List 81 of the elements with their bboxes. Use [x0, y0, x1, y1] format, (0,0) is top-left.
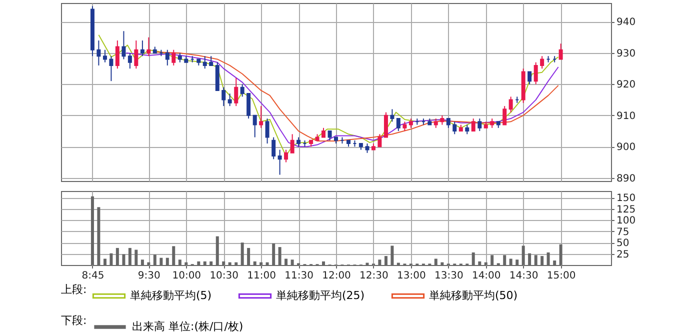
candlestick: [434, 118, 438, 128]
candlestick: [272, 136, 276, 160]
candlestick: [140, 40, 144, 57]
candlestick: [109, 56, 114, 82]
candlestick: [246, 93, 251, 120]
x-tick-label: 11:00: [247, 270, 276, 282]
candlestick: [384, 112, 388, 138]
candlestick: [240, 84, 244, 98]
x-tick-label: 14:30: [509, 270, 538, 282]
candlestick: [265, 118, 270, 144]
candlestick: [452, 121, 457, 135]
x-tick-label: 8:45: [82, 270, 104, 282]
candlestick: [558, 43, 563, 60]
y-tick-label: 900: [616, 142, 636, 154]
candlestick: [502, 106, 507, 126]
candlestick: [228, 93, 232, 107]
candlestick: [290, 134, 294, 154]
candlestick: [471, 118, 476, 132]
y-tick-label: 125: [616, 204, 636, 216]
x-tick-label: 13:00: [397, 270, 426, 282]
y-tick-label: 930: [616, 48, 636, 60]
candlestick: [115, 40, 120, 70]
x-tick-label: 15:00: [546, 270, 576, 282]
x-tick-label: 10:30: [210, 270, 239, 282]
y-tick-label: 890: [616, 173, 636, 184]
y-tick-label: 25: [616, 249, 630, 260]
candlestick: [278, 149, 282, 176]
candlestick: [321, 127, 326, 138]
candlestick: [446, 118, 450, 128]
candlestick: [396, 118, 400, 132]
x-tick-label: 9:30: [138, 270, 160, 282]
y-tick-label: 150: [616, 193, 636, 204]
candlestick: [165, 49, 170, 66]
x-tick-label: 10:00: [172, 270, 202, 282]
legend-label: 単純移動平均(5): [130, 289, 212, 302]
x-tick-label: 11:30: [284, 270, 314, 282]
candlestick: [202, 56, 207, 70]
candlestick: [478, 118, 482, 132]
candlestick: [402, 121, 407, 132]
candlestick: [296, 136, 301, 148]
candlestick: [490, 118, 494, 128]
candlestick: [222, 86, 226, 107]
y-tick-label: 100: [616, 216, 636, 227]
candlestick: [134, 40, 138, 70]
candlestick: [146, 36, 151, 57]
candlestick: [172, 49, 176, 66]
x-tick-label: 13:30: [434, 270, 464, 282]
candlestick: [209, 56, 214, 66]
candlestick: [102, 49, 107, 63]
candlestick: [528, 71, 532, 85]
candlestick: [128, 52, 132, 70]
candlestick: [540, 56, 544, 70]
y-tick-label: 940: [616, 17, 636, 28]
candlestick: [534, 62, 538, 85]
x-tick-label: 12:00: [322, 270, 351, 282]
candlestick: [122, 30, 126, 60]
candlestick: [390, 108, 394, 122]
candlestick: [259, 106, 264, 128]
candlestick: [465, 124, 470, 135]
legend-label: 単純移動平均(25): [276, 289, 365, 302]
y-tick-label: 50: [616, 238, 630, 250]
candlestick: [378, 134, 382, 148]
legend-label: 単純移動平均(50): [429, 289, 518, 302]
candlestick: [284, 149, 288, 163]
legend-label: 出来高 単位:(株/口/枚): [132, 320, 244, 333]
candlestick: [252, 114, 257, 138]
y-tick-label: 75: [616, 226, 630, 238]
candlestick: [365, 143, 370, 154]
y-tick-label: 910: [616, 110, 636, 122]
candlestick: [408, 118, 413, 128]
x-tick-label: 14:00: [472, 270, 501, 282]
x-tick-label: 12:30: [360, 270, 388, 282]
candlestick: [234, 77, 238, 107]
legend-title: 上段:: [61, 283, 87, 296]
candlestick: [440, 114, 444, 126]
candlestick: [508, 96, 513, 113]
legend-title: 下段:: [61, 314, 87, 327]
candlestick: [96, 40, 101, 66]
y-tick-label: 920: [616, 80, 636, 91]
candlestick: [178, 52, 182, 63]
candlestick: [328, 130, 332, 141]
